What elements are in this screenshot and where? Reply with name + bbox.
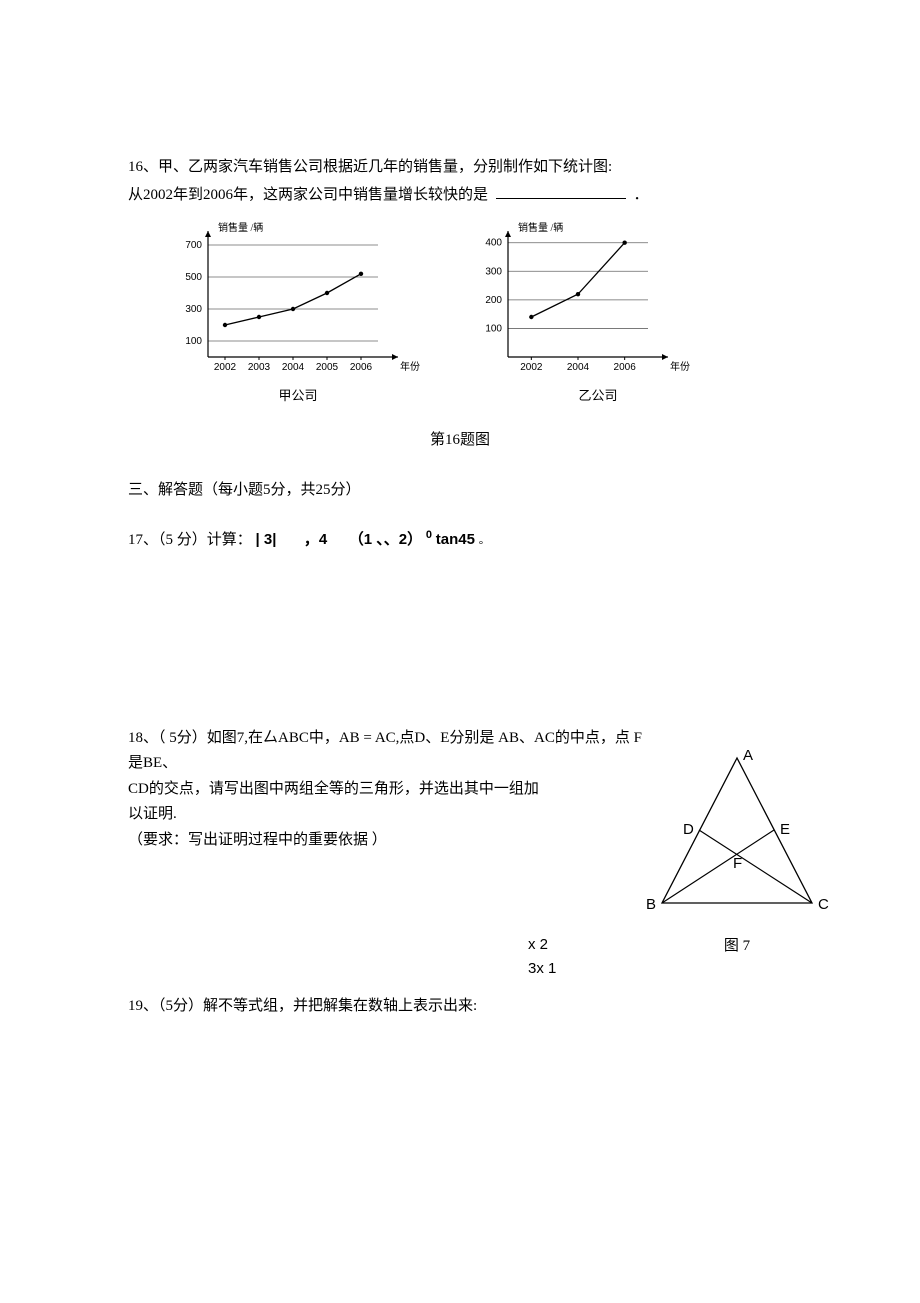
svg-text:A: A	[743, 748, 753, 764]
q16-line2-pre: 从2002年到2006年，这两家公司中销售量增长较快的是	[128, 187, 488, 203]
chart-a-label: 甲公司	[278, 385, 317, 404]
chart-a-wrap: 100 300 500 700 2002 2003 2004 2005 2006 销售量 /辆年份…	[168, 219, 428, 404]
svg-text:500: 500	[185, 272, 202, 283]
q17-p3: （1 、、2）	[349, 531, 422, 548]
question-16: 16、甲、乙两家汽车销售公司根据近几年的销售量，分别制作如下统计图: 从2002…	[128, 155, 792, 207]
svg-text:300: 300	[185, 304, 202, 315]
q18-line4: （要求：写出证明过程中的重要依据 ）	[128, 828, 648, 854]
svg-text:E: E	[780, 821, 790, 838]
svg-text:300: 300	[485, 266, 502, 277]
question-18: 18、（ 5分）如图7,在厶ABC中，AB = AC,点D、E分别是 AB、AC…	[128, 726, 792, 854]
q17-p5: tan45	[436, 531, 475, 548]
svg-text:2002: 2002	[520, 362, 543, 373]
svg-text:400: 400	[485, 238, 502, 249]
triangle-svg: A B C D E F	[642, 748, 832, 923]
svg-text:2003: 2003	[248, 362, 271, 373]
q17-p6: °	[479, 539, 483, 551]
q17-p1: | 3|	[256, 531, 277, 548]
q16-caption: 第16题图	[128, 428, 792, 449]
svg-text:100: 100	[185, 336, 202, 347]
q19-expr2: 3x 1	[528, 957, 792, 981]
svg-text:200: 200	[485, 295, 502, 306]
svg-text:年份: 年份	[670, 360, 690, 373]
svg-text:2004: 2004	[567, 362, 590, 373]
q18-line2: CD的交点，请写出图中两组全等的三角形，并选出其中一组加	[128, 777, 648, 803]
svg-text:B: B	[646, 896, 656, 913]
svg-text:2006: 2006	[614, 362, 637, 373]
q16-line1: 16、甲、乙两家汽车销售公司根据近几年的销售量，分别制作如下统计图:	[128, 155, 792, 179]
svg-text:2004: 2004	[282, 362, 305, 373]
q18-line1: 18、（ 5分）如图7,在厶ABC中，AB = AC,点D、E分别是 AB、AC…	[128, 726, 648, 777]
section-3-heading: 三、解答题（每小题5分，共25分）	[128, 477, 792, 504]
svg-text:年份: 年份	[400, 360, 420, 373]
q16-line2-post: ．	[634, 187, 649, 203]
svg-text:2005: 2005	[316, 362, 339, 373]
q18-line3: 以证明.	[128, 802, 648, 828]
q16-line2: 从2002年到2006年，这两家公司中销售量增长较快的是 ．	[128, 183, 792, 207]
svg-text:2006: 2006	[350, 362, 373, 373]
svg-text:D: D	[683, 821, 694, 838]
svg-text:2002: 2002	[214, 362, 237, 373]
svg-text:销售量 /辆: 销售量 /辆	[518, 221, 563, 234]
q18-fig-caption: 图 7	[642, 934, 832, 960]
q17-prefix: 17、（5 分）计算：	[128, 532, 252, 548]
chart-b-wrap: 100 200 300 400 2002 2004 2006 销售量 /辆年份 乙公司	[468, 219, 728, 404]
svg-text:F: F	[733, 855, 742, 872]
chart-b: 100 200 300 400 2002 2004 2006 销售量 /辆年份	[468, 219, 728, 379]
svg-text:700: 700	[185, 240, 202, 251]
svg-text:100: 100	[485, 323, 502, 334]
svg-text:销售量 /辆: 销售量 /辆	[218, 221, 263, 234]
q18-figure: A B C D E F 图 7	[642, 748, 832, 960]
q17-p2: ，4	[304, 531, 327, 548]
question-17: 17、（5 分）计算： | 3| ，4 （1 、、2） 0 tan45 °	[128, 526, 792, 556]
chart-a: 100 300 500 700 2002 2003 2004 2005 2006 销售量 /辆年份	[168, 219, 428, 379]
svg-text:C: C	[818, 896, 829, 913]
q16-blank	[496, 185, 626, 199]
q17-p4: 0	[426, 529, 432, 541]
question-19: 19、（5分）解不等式组，并把解集在数轴上表示出来:	[128, 993, 792, 1020]
charts-row: 100 300 500 700 2002 2003 2004 2005 2006 销售量 /辆年份…	[168, 219, 792, 404]
chart-b-label: 乙公司	[578, 385, 617, 404]
